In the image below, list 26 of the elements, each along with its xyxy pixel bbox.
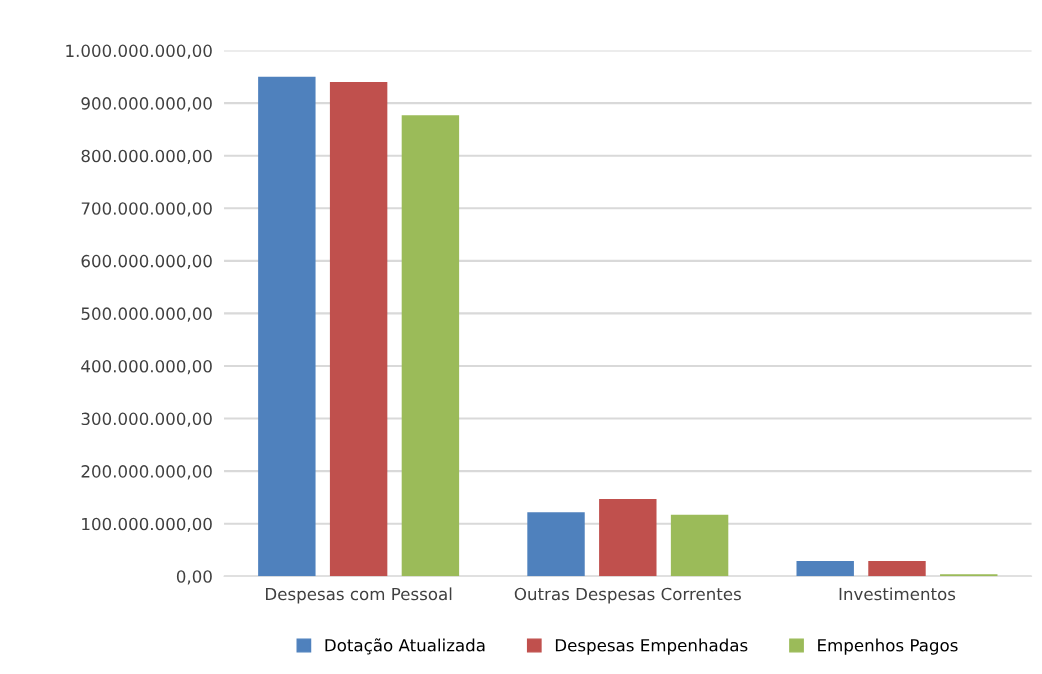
bar — [796, 561, 854, 577]
bar — [258, 76, 316, 577]
y-tick-label: 700.000.000,00 — [81, 202, 212, 217]
y-tick-label: 400.000.000,00 — [81, 359, 212, 375]
bar — [329, 82, 388, 577]
legend-label: Despesas Empenhadas — [555, 638, 748, 655]
bar — [868, 561, 926, 577]
bar — [527, 512, 585, 577]
legend-label: Empenhos Pagos — [818, 638, 958, 655]
y-tick-label: 200.000.000,00 — [81, 465, 212, 480]
bar — [599, 498, 657, 577]
y-tick-label: 0,00 — [176, 570, 212, 585]
bar — [401, 115, 460, 577]
y-tick-label: 300.000.000,00 — [81, 412, 212, 427]
y-tick-label: 1.000.000.000,00 — [66, 44, 212, 59]
x-tick-label: Despesas com Pessoal — [266, 587, 452, 604]
y-tick-label: 600.000.000,00 — [81, 254, 212, 270]
bar — [940, 574, 998, 577]
y-tick-label: 500.000.000,00 — [81, 307, 212, 322]
x-tick-label: Investimentos — [839, 587, 956, 601]
legend-label: Dotação Atualizada — [325, 638, 485, 655]
bar — [670, 514, 729, 577]
y-tick-label: 800.000.000,00 — [81, 149, 212, 164]
y-tick-label: 900.000.000,00 — [81, 97, 212, 112]
y-tick-label: 100.000.000,00 — [82, 517, 212, 532]
x-tick-label: Outras Despesas Correntes — [514, 587, 741, 604]
